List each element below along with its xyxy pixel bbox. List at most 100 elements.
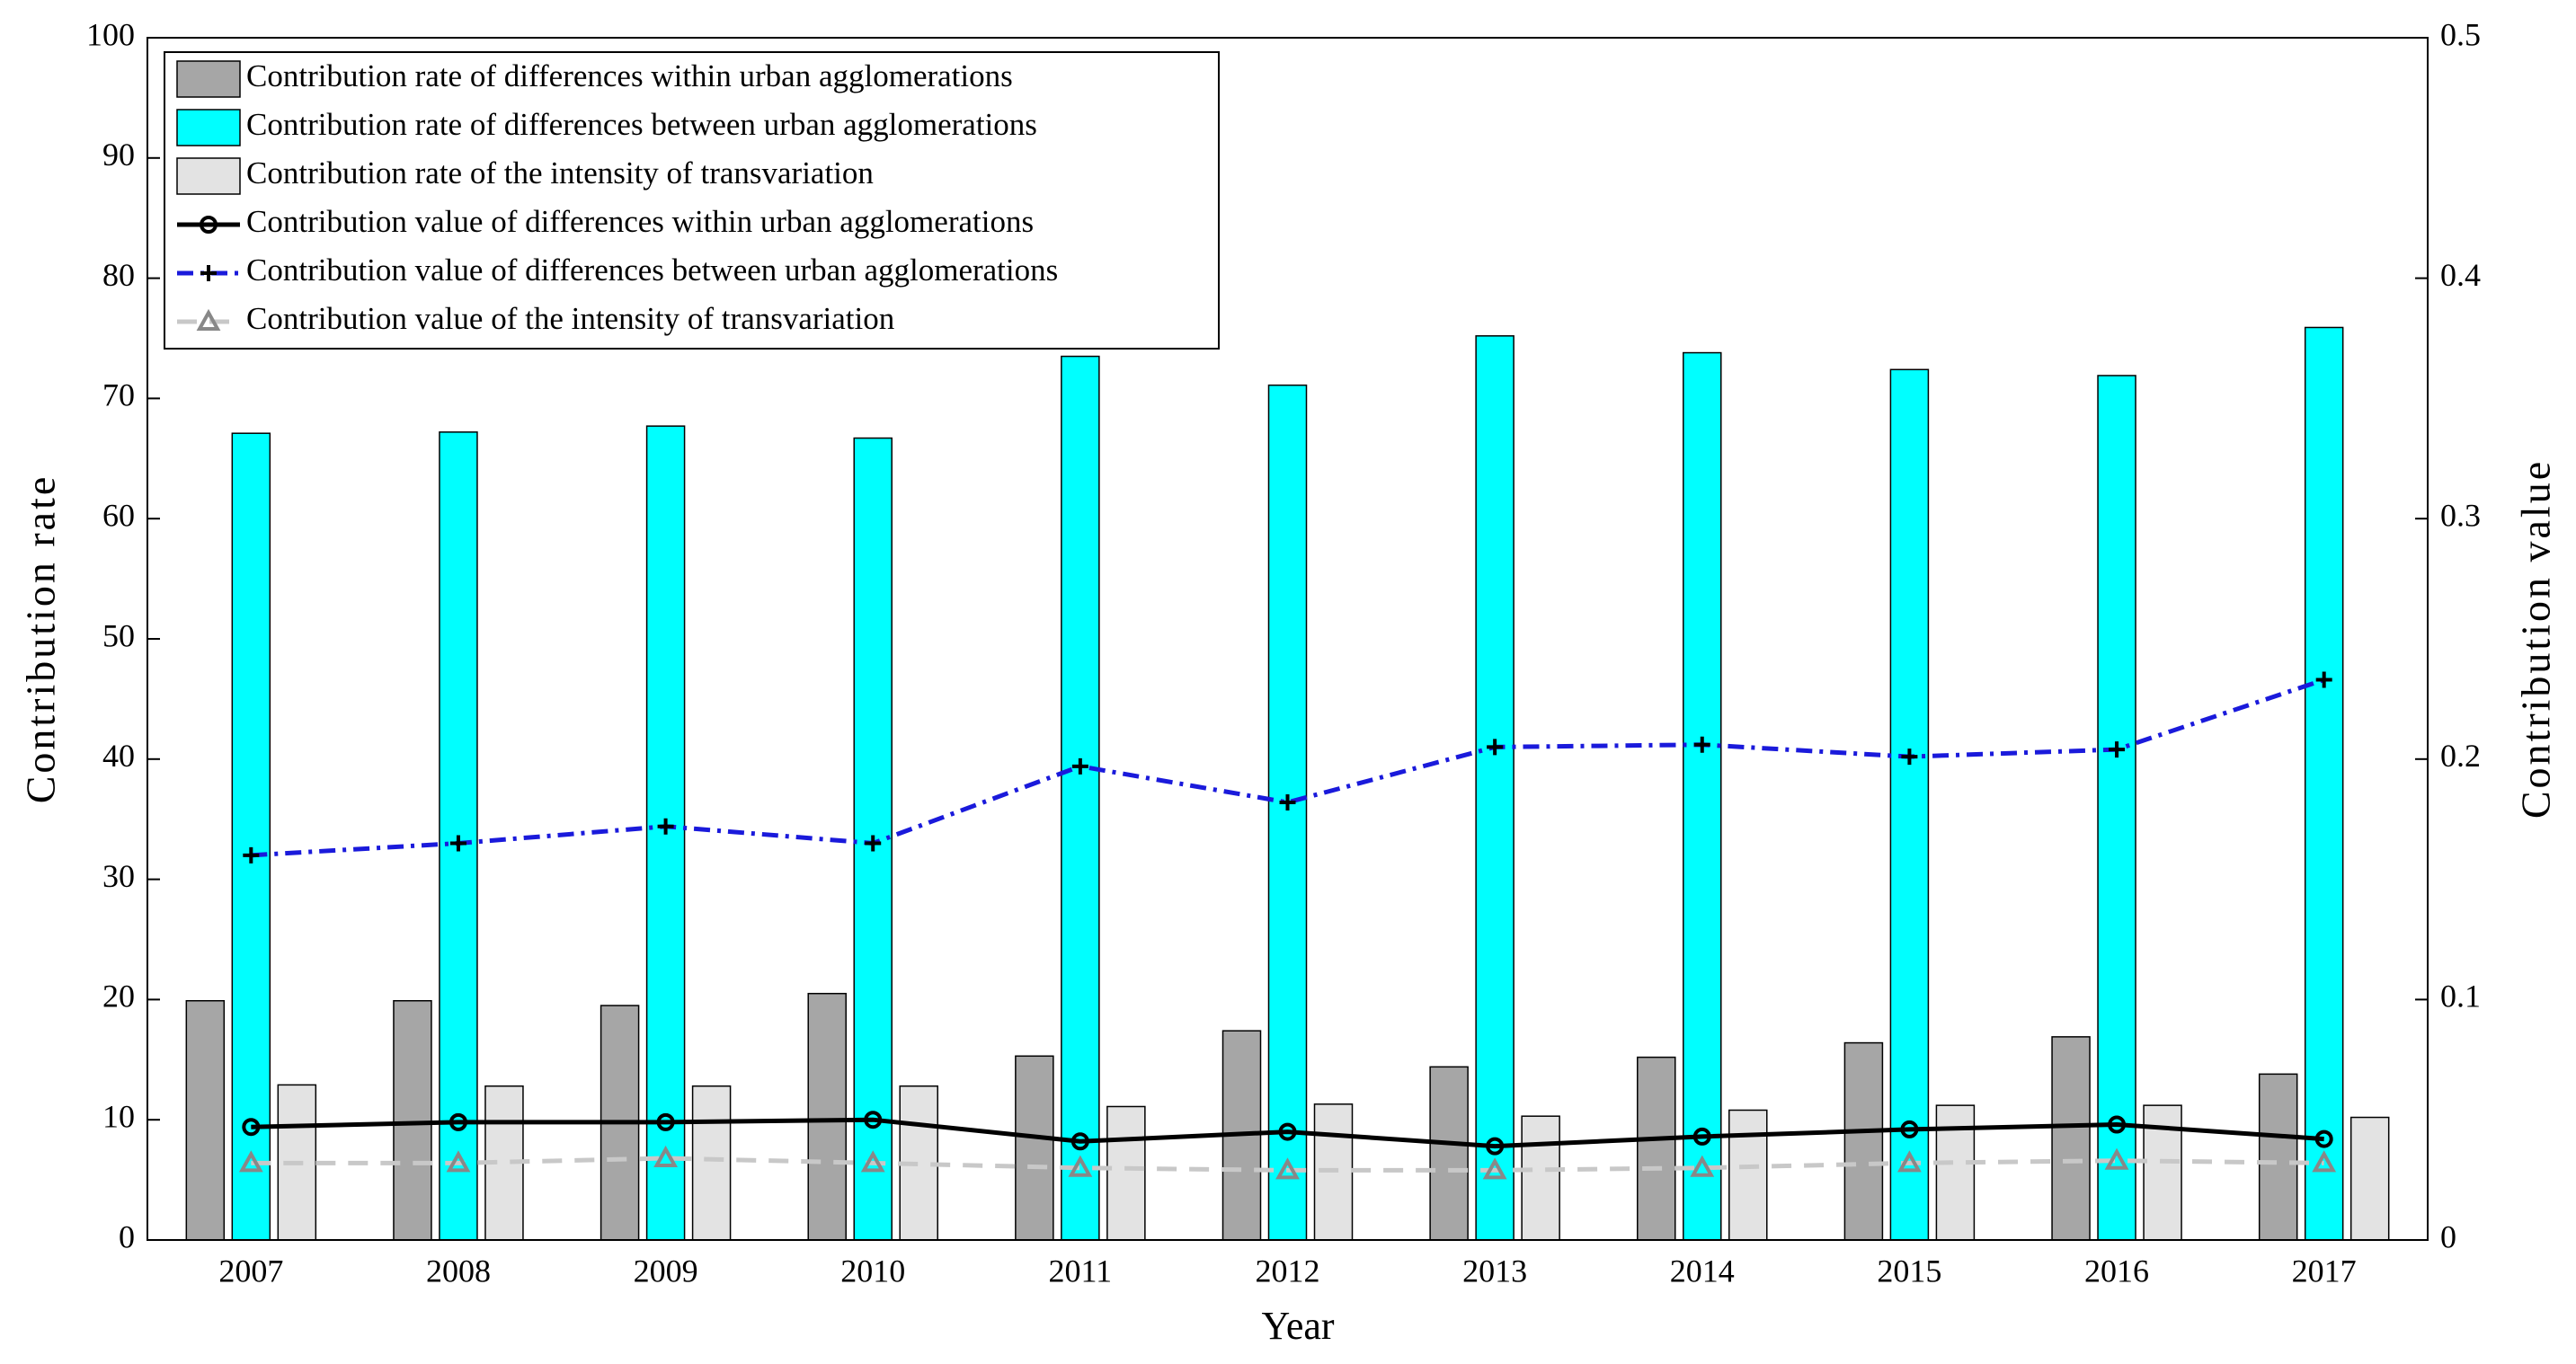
y-tick-label: 0 (119, 1218, 135, 1254)
bar (231, 432, 271, 1241)
x-tick-label: 2007 (218, 1253, 283, 1289)
legend: Contribution rate of differences within … (164, 51, 1220, 350)
y-tick-label: 30 (102, 858, 135, 894)
legend-swatch (176, 60, 241, 98)
bar (1683, 351, 1722, 1241)
marker (449, 835, 466, 852)
y-tick-label: 70 (102, 377, 135, 413)
bar (1475, 335, 1515, 1241)
x-tick-label: 2010 (840, 1253, 905, 1289)
legend-label: Contribution value of the intensity of t… (246, 301, 894, 336)
x-tick-label: 2012 (1256, 1253, 1320, 1289)
y-tick-label: 10 (102, 1098, 135, 1134)
line (251, 678, 2325, 858)
marker (653, 1145, 678, 1168)
marker (860, 1150, 885, 1173)
marker (196, 308, 221, 331)
marker (1070, 1132, 1089, 1151)
marker (2109, 741, 2126, 758)
marker (1071, 757, 1088, 775)
marker (864, 1111, 883, 1129)
marker (2314, 1129, 2333, 1148)
marker (656, 1112, 675, 1131)
line (251, 1156, 2324, 1173)
bar (2097, 375, 2136, 1241)
legend-label: Contribution rate of differences between… (246, 107, 1037, 142)
y-tick-label: 90 (102, 137, 135, 173)
bar (807, 992, 847, 1241)
x-tick-label: 2014 (1670, 1253, 1735, 1289)
bar (393, 999, 432, 1241)
y-tick-label: 60 (102, 497, 135, 533)
marker (1275, 1157, 1300, 1180)
marker (238, 1150, 263, 1173)
y-tick-label: 20 (102, 979, 135, 1014)
marker (1900, 1120, 1919, 1138)
marker (1692, 1127, 1711, 1146)
bar (185, 999, 226, 1241)
marker (657, 818, 674, 835)
marker (1487, 739, 1504, 756)
y2-axis-title: Contribution value (2513, 459, 2559, 819)
x-tick-label: 2017 (2292, 1253, 2357, 1289)
bar (1637, 1056, 1676, 1241)
marker (446, 1150, 471, 1173)
marker (1068, 1155, 1093, 1177)
y2-tick-label: 0.5 (2440, 16, 2481, 52)
marker (1690, 1155, 1715, 1177)
x-tick-label: 2008 (426, 1253, 491, 1289)
x-axis-title: Year (1261, 1304, 1334, 1348)
marker (2108, 1115, 2127, 1134)
x-tick-label: 2015 (1877, 1253, 1941, 1289)
bar (691, 1085, 732, 1241)
marker (2315, 671, 2332, 688)
legend-label: Contribution rate of the intensity of tr… (246, 155, 874, 190)
bar (1061, 355, 1100, 1241)
bar (1015, 1055, 1054, 1241)
marker (200, 265, 217, 281)
y-tick-label: 100 (86, 16, 135, 52)
marker (1279, 793, 1296, 810)
y-tick-label: 80 (102, 257, 135, 293)
y-tick-label: 40 (102, 738, 135, 774)
x-tick-label: 2011 (1049, 1253, 1113, 1289)
y2-tick-label: 0.2 (2440, 738, 2481, 774)
marker (1278, 1122, 1297, 1141)
y2-tick-label: 0.4 (2440, 257, 2481, 293)
marker (242, 1118, 261, 1137)
y2-tick-label: 0.1 (2440, 979, 2481, 1014)
bar (1728, 1109, 1768, 1241)
bar (1521, 1115, 1560, 1241)
bar (2349, 1116, 2390, 1241)
marker (1901, 748, 1918, 766)
marker (200, 216, 218, 234)
legend-swatch (176, 157, 241, 195)
x-tick-label: 2009 (634, 1253, 698, 1289)
line (251, 1117, 2324, 1149)
x-tick-label: 2013 (1462, 1253, 1527, 1289)
legend-label: Contribution rate of differences within … (246, 58, 1013, 93)
y-tick-label: 50 (102, 617, 135, 653)
marker (2104, 1147, 2129, 1170)
bar (1843, 1041, 1884, 1241)
y-axis-title: Contribution rate (18, 474, 64, 804)
bar (1429, 1066, 1469, 1241)
bar (1106, 1105, 1146, 1241)
legend-label: Contribution value of differences betwee… (246, 252, 1058, 288)
bar (1267, 384, 1308, 1241)
marker (1897, 1150, 1922, 1173)
y2-tick-label: 0 (2440, 1218, 2456, 1254)
bar (2051, 1036, 2091, 1241)
marker (2312, 1150, 2337, 1173)
bar (2258, 1073, 2298, 1241)
bar (2304, 326, 2344, 1241)
marker (1482, 1157, 1507, 1180)
legend-box (164, 51, 1220, 350)
marker (865, 835, 882, 852)
bar (1935, 1104, 1976, 1241)
marker (1486, 1137, 1505, 1156)
marker (449, 1112, 467, 1131)
legend-label: Contribution value of differences within… (246, 204, 1034, 239)
